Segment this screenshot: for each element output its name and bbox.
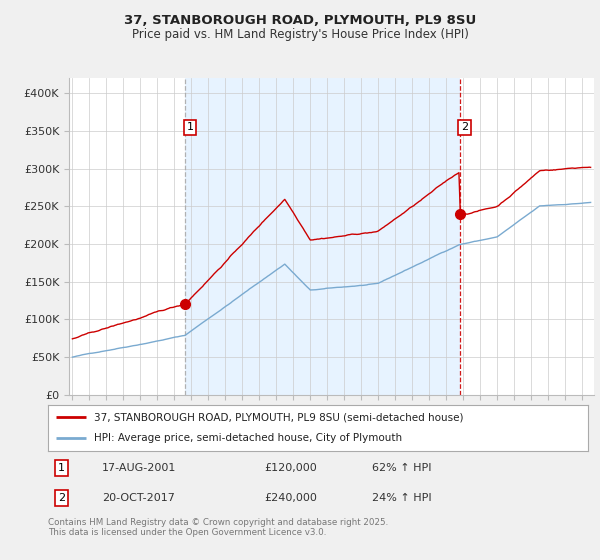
Text: 17-AUG-2001: 17-AUG-2001 — [102, 463, 176, 473]
Text: Contains HM Land Registry data © Crown copyright and database right 2025.
This d: Contains HM Land Registry data © Crown c… — [48, 518, 388, 538]
Text: 62% ↑ HPI: 62% ↑ HPI — [372, 463, 431, 473]
Bar — [185, 78, 460, 395]
Text: Price paid vs. HM Land Registry's House Price Index (HPI): Price paid vs. HM Land Registry's House … — [131, 28, 469, 41]
Text: 1: 1 — [187, 123, 193, 132]
Text: 2: 2 — [58, 493, 65, 503]
Text: HPI: Average price, semi-detached house, City of Plymouth: HPI: Average price, semi-detached house,… — [94, 433, 402, 444]
Text: £120,000: £120,000 — [264, 463, 317, 473]
Text: 24% ↑ HPI: 24% ↑ HPI — [372, 493, 431, 503]
Text: £240,000: £240,000 — [264, 493, 317, 503]
Text: 37, STANBOROUGH ROAD, PLYMOUTH, PL9 8SU (semi-detached house): 37, STANBOROUGH ROAD, PLYMOUTH, PL9 8SU … — [94, 412, 463, 422]
Text: 37, STANBOROUGH ROAD, PLYMOUTH, PL9 8SU: 37, STANBOROUGH ROAD, PLYMOUTH, PL9 8SU — [124, 14, 476, 27]
Text: 2: 2 — [461, 123, 468, 132]
Text: 1: 1 — [58, 463, 65, 473]
Text: 20-OCT-2017: 20-OCT-2017 — [102, 493, 175, 503]
